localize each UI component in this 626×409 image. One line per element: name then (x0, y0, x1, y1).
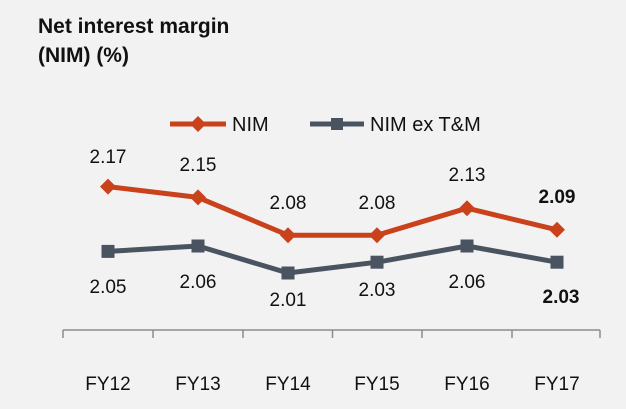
chart-title-line-2: (NIM) (%) (38, 44, 129, 67)
x-tick-label-fy14: FY14 (265, 374, 311, 395)
nim-ex-tm-point-fy17 (550, 255, 564, 269)
chart-title-line-1: Net interest margin (38, 15, 230, 38)
nim-ex-tm-point-fy15 (370, 255, 384, 269)
legend-nim-ex-tm-label: NIM ex T&M (370, 114, 481, 136)
nim-ex-tm-point-fy12 (101, 244, 115, 258)
legend-nim-ex-tm-square-icon (331, 118, 343, 130)
nim-ex-tm-data-label-fy15: 2.03 (359, 280, 396, 301)
nim-point-fy14 (280, 227, 296, 244)
x-tick-label-fy15: FY15 (354, 374, 399, 395)
nim-point-fy17 (549, 221, 565, 238)
nim-series-line (107, 184, 558, 238)
x-tick-label-fy12: FY12 (85, 374, 130, 395)
nim-ex-tm-data-label-fy12: 2.05 (90, 277, 127, 298)
nim-data-label-fy16: 2.13 (449, 165, 486, 186)
nim-data-label-fy12: 2.17 (90, 147, 127, 168)
nim-ex-tm-data-label-fy14: 2.01 (270, 290, 307, 311)
nim-ex-tm-point-fy14 (281, 266, 295, 280)
legend-nim-label: NIM (232, 114, 269, 136)
nim-data-label-fy14: 2.08 (270, 193, 307, 214)
x-tick-label-fy16: FY16 (444, 374, 489, 395)
nim-ex-tm-series-line (107, 243, 558, 276)
nim-point-fy15 (369, 227, 385, 244)
nim-ex-tm-data-label-fy17: 2.03 (543, 287, 580, 308)
nim-ex-tm-data-label-fy16: 2.06 (449, 272, 486, 293)
nim-ex-tm-data-label-fy13: 2.06 (180, 272, 217, 293)
nim-point-fy16 (459, 200, 475, 217)
nim-ex-tm-point-fy16 (460, 239, 474, 253)
nim-ex-tm-point-fy13 (191, 239, 205, 253)
chart-title: Net interest margin (NIM) (%) (38, 12, 229, 70)
nim-data-label-fy15: 2.08 (359, 193, 396, 214)
nim-point-fy13 (190, 189, 206, 206)
nim-data-label-fy17: 2.09 (539, 187, 576, 208)
x-tick-label-fy17: FY17 (534, 374, 579, 395)
nim-data-label-fy13: 2.15 (180, 155, 217, 176)
nim-point-fy12 (100, 178, 116, 195)
x-tick-label-fy13: FY13 (175, 374, 220, 395)
legend-nim-diamond-icon (190, 116, 206, 132)
